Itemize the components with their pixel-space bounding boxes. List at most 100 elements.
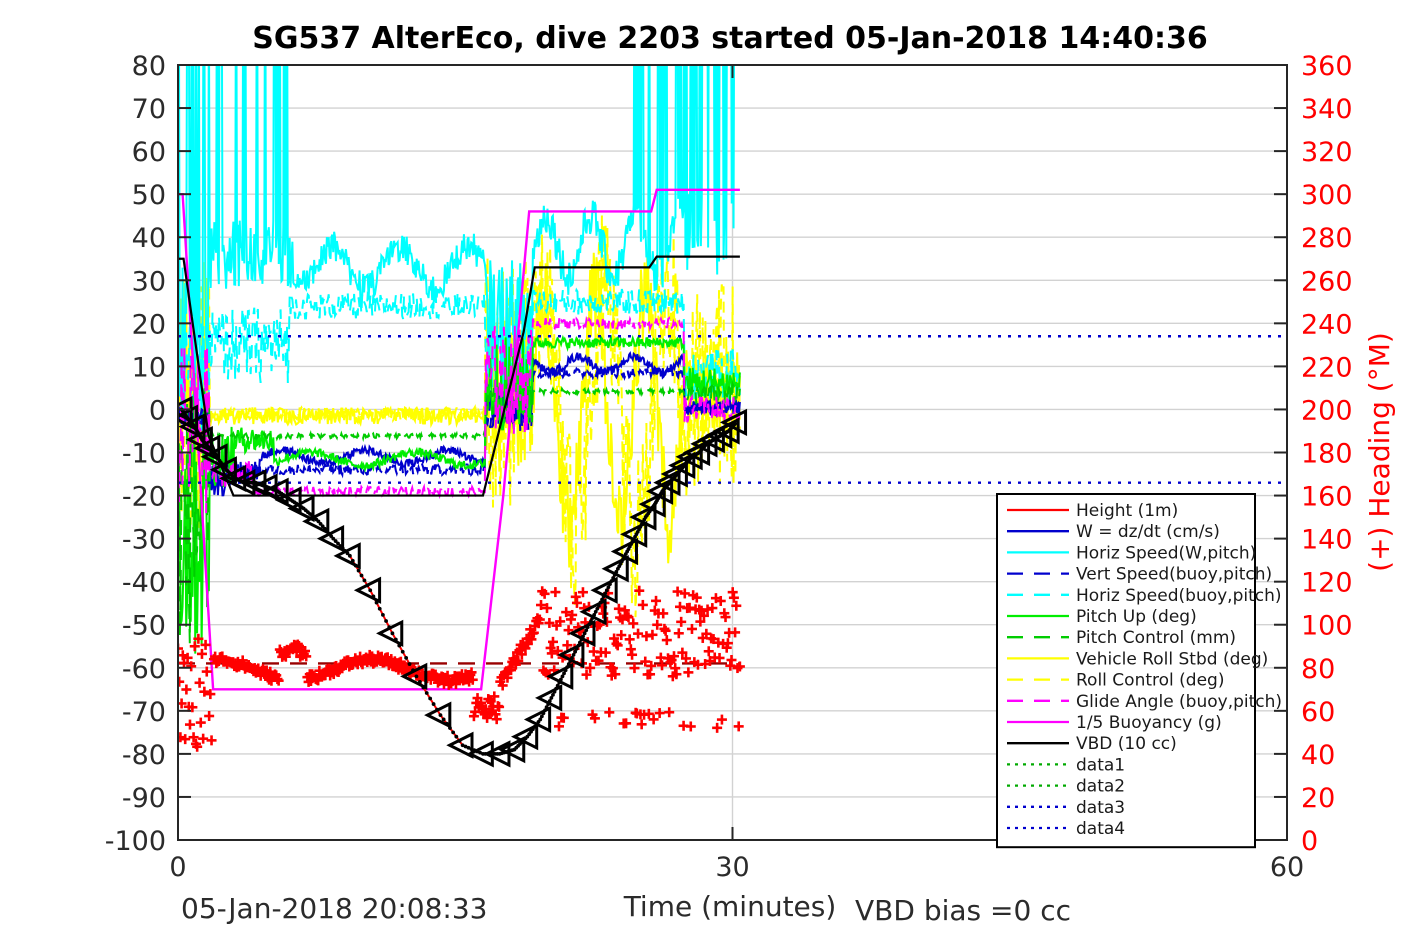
height-sample-dot (316, 519, 321, 524)
y-tick-label: -60 (122, 654, 166, 685)
y2-tick-label: 140 (1301, 525, 1353, 556)
heading-point (730, 627, 741, 638)
height-marker-triangle (209, 456, 237, 484)
heading-point (571, 597, 582, 608)
height-sample-dot (460, 743, 465, 748)
legend-item[interactable]: Vehicle Roll Stbd (deg) (1007, 649, 1268, 669)
heading-point (186, 661, 197, 672)
legend-item[interactable]: Pitch Control (mm) (1007, 628, 1236, 648)
heading-point (698, 610, 709, 621)
legend-item[interactable]: Horiz Speed(W,pitch) (1007, 543, 1256, 563)
height-marker-triangle (579, 598, 607, 626)
heading-point (600, 647, 611, 658)
height-sample-dot (438, 713, 443, 718)
height-marker-triangle (287, 494, 315, 523)
heading-point (558, 712, 569, 723)
height-sample-dot (407, 662, 412, 666)
heading-point (680, 653, 691, 664)
height-sample-dot (562, 671, 566, 676)
legend-item[interactable]: Horiz Speed(buoy,pitch) (1007, 586, 1282, 606)
heading-point (189, 641, 200, 652)
legend-item[interactable]: Vert Speed(buoy,pitch) (1007, 565, 1272, 585)
heading-point (691, 592, 702, 603)
legend-item-label: W = dz/dt (cm/s) (1076, 522, 1220, 542)
legend-item[interactable]: data1 (1007, 755, 1125, 775)
height-sample-dot (381, 612, 385, 617)
height-marker-triangle (274, 486, 302, 514)
legend-item-label: data3 (1076, 798, 1125, 818)
heading-point (273, 675, 284, 686)
heading-point (577, 587, 588, 598)
legend-item-label: Horiz Speed(W,pitch) (1076, 543, 1256, 563)
height-marker-triangle (353, 576, 382, 604)
height-sample-dot (377, 606, 382, 611)
heading-point (671, 669, 682, 680)
x-tick-label: 30 (715, 852, 749, 883)
height-marker-triangle (200, 443, 228, 471)
height-sample-dot (362, 578, 367, 583)
legend-item[interactable]: Pitch Up (deg) (1007, 607, 1197, 627)
y-tick-label: -30 (122, 525, 166, 556)
legend-item-label: data2 (1076, 777, 1125, 797)
heading-point (645, 669, 656, 680)
height-sample-dot (356, 568, 361, 573)
left-axis-ticks: -100-90-80-70-60-50-40-30-20-10010203040… (105, 51, 1287, 857)
data-series-layer (178, 65, 741, 691)
heading-point (641, 631, 652, 642)
heading-point (634, 585, 645, 596)
heading-point (205, 689, 216, 700)
height-sample-dot (606, 585, 611, 590)
heading-point (648, 714, 659, 725)
heading-point (553, 721, 564, 732)
height-sample-dot (560, 674, 565, 679)
legend-item-label: data1 (1076, 755, 1125, 775)
heading-point (467, 674, 478, 685)
y2-tick-label: 240 (1301, 309, 1353, 340)
legend-item[interactable]: W = dz/dt (cm/s) (1007, 522, 1220, 542)
heading-point (643, 708, 654, 719)
heading-point (668, 651, 679, 662)
heading-point (677, 647, 688, 658)
legend-item[interactable]: data4 (1007, 819, 1125, 839)
page-title: SG537 AlterEco, dive 2203 started 05-Jan… (252, 21, 1208, 56)
series-pitch-up (178, 334, 741, 654)
heading-point (194, 677, 205, 688)
heading-point (198, 733, 209, 744)
heading-point (660, 625, 671, 636)
legend-item[interactable]: data2 (1007, 777, 1125, 797)
height-sample-dot (359, 573, 364, 578)
legend-item[interactable]: 1/5 Buoyancy (g) (1007, 713, 1222, 733)
height-sample-dot (347, 553, 352, 558)
heading-point (657, 660, 668, 671)
height-marker-triangle (424, 701, 452, 729)
series-roll-control (178, 215, 741, 618)
heading-point (734, 661, 745, 672)
legend-item[interactable]: data3 (1007, 798, 1125, 818)
legend[interactable]: Height (1m)W = dz/dt (cm/s)Horiz Speed(W… (996, 493, 1282, 849)
legend-item[interactable]: Height (1m) (1007, 501, 1178, 521)
height-sample-dot (604, 588, 609, 593)
heading-point (178, 732, 186, 743)
heading-point (534, 614, 545, 625)
heading-point (685, 721, 696, 732)
y2-tick-label: 200 (1301, 395, 1353, 426)
height-marker-triangle (376, 619, 404, 647)
legend-item[interactable]: Roll Control (deg) (1007, 671, 1224, 691)
height-marker-triangle (178, 413, 206, 441)
height-sample-dot (333, 539, 338, 543)
legend-item[interactable]: Glide Angle (buoy,pitch) (1007, 692, 1282, 712)
heading-point (544, 617, 555, 628)
height-marker-triangle (498, 735, 526, 764)
height-marker-triangle (601, 555, 629, 583)
heading-point (628, 618, 639, 629)
heading-point (491, 714, 502, 725)
heading-point (542, 603, 553, 614)
height-marker-triangle (228, 469, 256, 497)
heading-point (712, 722, 723, 733)
legend-item[interactable]: VBD (10 cc) (1007, 734, 1177, 754)
y-tick-label: 60 (132, 137, 166, 168)
series-buoyancy (178, 188, 740, 691)
height-marker-triangle (466, 740, 494, 768)
heading-point (182, 652, 193, 663)
